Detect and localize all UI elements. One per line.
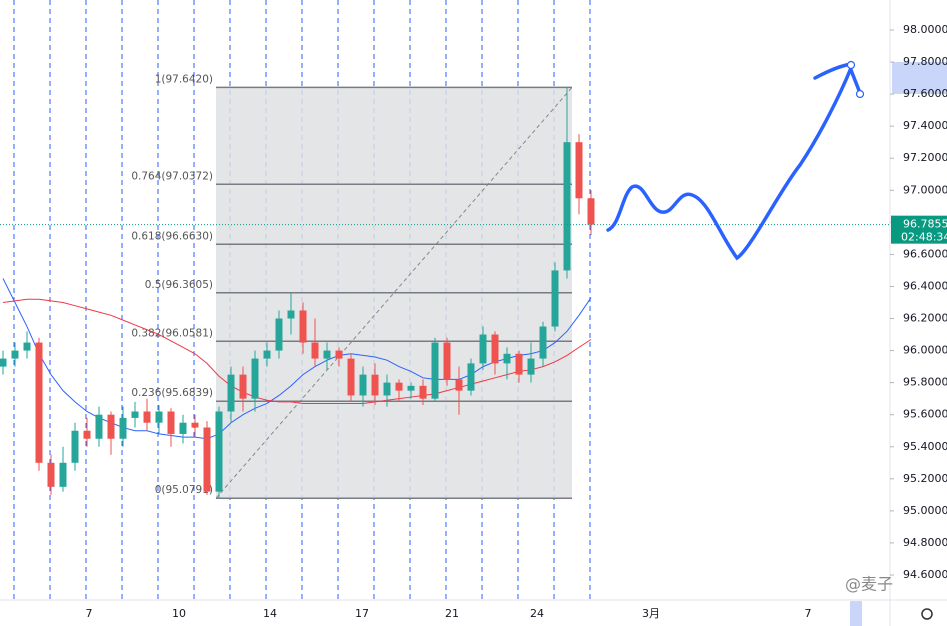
x-tick-label: 3月 — [642, 607, 660, 620]
y-tick-label: 97.0000 — [903, 183, 947, 196]
y-tick-label: 95.4000 — [903, 440, 947, 453]
fib-label: 0.5(96.3605) — [145, 279, 213, 291]
fib-label: 0.382(96.0581) — [131, 327, 213, 339]
y-tick-label: 94.8000 — [903, 536, 947, 549]
candle-body — [287, 310, 295, 319]
candle-body — [263, 350, 271, 359]
candle-body — [539, 326, 547, 359]
x-tick-label: 7 — [805, 607, 812, 620]
candle-body — [347, 358, 355, 396]
candle-body — [563, 142, 571, 271]
plot — [0, 87, 890, 499]
candle-body — [371, 374, 379, 396]
x-tick-label: 17 — [355, 607, 369, 620]
candle-body — [83, 430, 91, 439]
candle-body — [503, 353, 511, 364]
fib-label: 0.618(96.6630) — [131, 230, 213, 242]
last-price-box — [891, 215, 947, 244]
candle-body — [155, 411, 163, 423]
candle-body — [71, 430, 79, 463]
y-tick-label: 96.6000 — [903, 247, 947, 260]
candle-body — [551, 270, 559, 327]
x-tick-label: 21 — [445, 607, 459, 620]
x-tick-label: 24 — [530, 607, 544, 620]
candle-body — [0, 358, 7, 367]
candle-body — [275, 318, 283, 351]
y-tick-label: 95.0000 — [903, 504, 947, 517]
candle-body — [587, 198, 595, 225]
candle-body — [191, 422, 199, 428]
candle-body — [59, 462, 67, 487]
y-tick-label: 97.8000 — [903, 55, 947, 68]
y-tick-label: 97.6000 — [903, 87, 947, 100]
y-tick-label: 95.8000 — [903, 376, 947, 389]
candle-body — [515, 353, 523, 375]
candle-body — [131, 411, 139, 418]
candle-body — [143, 411, 151, 423]
candle-body — [395, 382, 403, 391]
fib-retracement: 1(97.6420) 0.764(97.0372) 0.618(96.6630) 0.… — [131, 73, 573, 499]
settings-icon[interactable] — [921, 608, 933, 620]
candle-body — [119, 417, 127, 439]
candle-body — [95, 414, 103, 439]
candle-body — [467, 363, 475, 391]
last-price-label: 96.7855 — [903, 218, 947, 231]
y-tick-label: 95.6000 — [903, 408, 947, 421]
fib-label: 1(97.6420) — [155, 73, 213, 85]
candle-body — [323, 350, 331, 359]
y-tick-label: 95.2000 — [903, 472, 947, 485]
candle-body — [455, 379, 463, 391]
fib-label: 0(95.0791) — [155, 484, 213, 496]
y-tick-label: 96.4000 — [903, 279, 947, 292]
candle-body — [575, 142, 583, 199]
gear[interactable] — [921, 608, 933, 620]
candle-body — [215, 411, 223, 492]
watermark: @麦子 — [845, 575, 893, 594]
candle-body — [35, 342, 43, 463]
candle-body — [431, 342, 439, 399]
candle-body — [311, 342, 319, 359]
drawing-handle[interactable] — [855, 89, 865, 99]
candle-body — [527, 358, 535, 375]
axis-highlight — [892, 62, 947, 94]
candle-body — [359, 374, 367, 396]
candle-body — [299, 310, 307, 343]
moving-average — [2, 298, 592, 404]
candle-body — [167, 411, 175, 434]
candle-body — [227, 374, 235, 412]
candle-body — [23, 342, 31, 351]
candle-body — [251, 358, 259, 399]
candle-body — [11, 350, 19, 359]
y-tick-label: 94.6000 — [903, 568, 947, 581]
candle-body — [443, 342, 451, 380]
y-tick-label: 96.2000 — [903, 312, 947, 325]
candle-body — [407, 385, 415, 391]
candle-body — [335, 350, 343, 359]
fib-label: 0.236(95.6839) — [131, 387, 213, 399]
candle-body — [479, 334, 487, 364]
y-tick-label: 97.2000 — [903, 151, 947, 164]
y-tick-label: 98.0000 — [903, 23, 947, 36]
fib-label: 0.764(97.0372) — [131, 170, 213, 182]
y-tick-label: 96.0000 — [903, 344, 947, 357]
candle-body — [203, 427, 211, 492]
candle-body — [383, 382, 391, 396]
x-tick-label: 14 — [263, 607, 277, 620]
candle-body — [239, 374, 247, 399]
x-tick-label: 7 — [86, 607, 93, 620]
candle-body — [47, 462, 55, 487]
y-tick-label: 97.4000 — [903, 119, 947, 132]
candle-body — [419, 385, 427, 399]
candle-body — [107, 414, 115, 439]
drawing-handle[interactable] — [846, 60, 856, 70]
countdown: 02:48:34 — [901, 231, 947, 244]
candle-body — [491, 334, 499, 364]
candle-body — [179, 422, 187, 434]
axes: 94.6000 94.8000 95.0000 95.2000 95.4000 95.60… — [86, 23, 947, 620]
axis-highlight — [850, 601, 862, 626]
x-tick-label: 10 — [172, 607, 186, 620]
